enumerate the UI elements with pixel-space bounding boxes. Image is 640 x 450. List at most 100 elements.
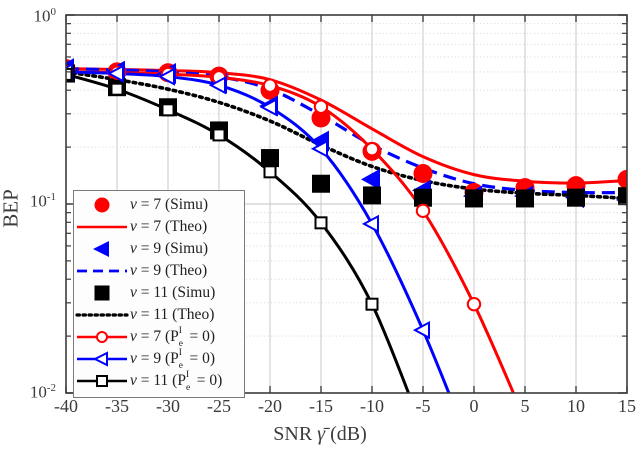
- y-tick-exponent: -2: [46, 382, 56, 394]
- legend-label-pre: = 7 (P: [136, 328, 179, 345]
- y-tick-1e0: 100: [10, 6, 57, 27]
- chart-legend[interactable]: ν = 7 (Simu) ν = 7 (Theo) ν = 9 (Simu) ν = …: [73, 190, 245, 398]
- legend-item-label: ν = 11 (Theo): [130, 306, 214, 324]
- legend-key-open-triangle-line: [77, 351, 127, 367]
- legend-key-solid-line: [77, 225, 127, 229]
- x-tick-label: 0: [469, 396, 479, 416]
- x-tick-label: 15: [618, 396, 636, 416]
- legend-open-square: [96, 375, 108, 387]
- legend-item-label: ν = 7 (Theo): [130, 218, 207, 236]
- legend-item-label: ν = 9 (Theo): [130, 262, 207, 280]
- legend-label-text: = 7 (Simu): [136, 196, 209, 213]
- legend-nu-symbol: ν: [130, 284, 137, 301]
- legend-nu-symbol: ν: [130, 218, 137, 235]
- legend-item-2[interactable]: ν = 9 (Simu): [74, 238, 244, 260]
- legend-item-0[interactable]: ν = 7 (Simu): [74, 194, 244, 216]
- data-curves: [66, 58, 627, 393]
- y-tick-mantissa: 10: [29, 191, 47, 211]
- x-axis-label: SNR γ̄ (dB): [0, 423, 640, 446]
- legend-key-filled-circle: [94, 197, 110, 213]
- marker-open-square: [212, 128, 226, 142]
- marker-filled-square: [363, 186, 381, 205]
- marker-open-square: [263, 165, 277, 179]
- marker-open-circle: [313, 99, 329, 114]
- legend-key-filled-square: [94, 285, 110, 301]
- legend-item-6[interactable]: ν = 7 (PXeI = 0): [74, 326, 244, 349]
- legend-key-container: [74, 348, 130, 370]
- x-tick-label: -30: [156, 396, 180, 416]
- legend-item-1[interactable]: ν = 7 (Theo): [74, 216, 244, 238]
- marker-open-left-triangle: [412, 320, 430, 340]
- legend-item-label: ν = 11 (PXeI = 0): [130, 370, 222, 393]
- x-tick-label: -5: [415, 396, 431, 416]
- y-tick-mantissa: 10: [33, 6, 51, 26]
- marker-open-left-triangle: [157, 67, 175, 86]
- legend-label-text: = 11 (Theo): [136, 306, 215, 323]
- legend-pe-subscript: e: [185, 383, 191, 393]
- series-markers-7: [66, 62, 430, 340]
- y-tick-1e-2: 10-2: [10, 382, 56, 403]
- x-tick-label: 5: [520, 396, 530, 416]
- y-tick-exponent: -1: [46, 191, 56, 203]
- x-tick-label: 10: [567, 396, 585, 416]
- legend-key-container: [74, 216, 130, 238]
- legend-key-left-triangle: [93, 241, 109, 257]
- legend-open-triangle: [92, 351, 108, 367]
- legend-key-dotted-line: [75, 313, 129, 317]
- legend-label-text: = 11 (Simu): [136, 284, 216, 301]
- marker-open-circle: [364, 141, 380, 157]
- legend-key-dashed-line: [77, 269, 127, 273]
- legend-pe-superscript: I: [178, 326, 182, 336]
- legend-filled-circle: [94, 197, 110, 213]
- marker-open-left-triangle: [106, 64, 124, 83]
- y-tick-mantissa: 10: [29, 382, 47, 402]
- legend-nu-symbol: ν: [130, 328, 137, 345]
- legend-pe-symbol: XeI: [185, 370, 193, 393]
- x-tick-label: -15: [309, 396, 333, 416]
- legend-filled-square: [94, 285, 110, 301]
- legend-label-pre: = 11 (P: [136, 372, 186, 389]
- legend-item-8[interactable]: ν = 11 (PXeI = 0): [74, 370, 244, 393]
- legend-nu-symbol: ν: [130, 306, 137, 323]
- marker-open-circle: [466, 297, 482, 312]
- x-tick-label: -40: [54, 396, 78, 416]
- legend-key-container: [74, 304, 130, 326]
- marker-open-square: [110, 82, 124, 96]
- marker-open-left-triangle: [259, 98, 277, 117]
- legend-label-post: = 0): [185, 328, 216, 345]
- legend-key-container: [74, 194, 130, 216]
- legend-nu-symbol: ν: [130, 372, 137, 389]
- legend-label-post: = 0): [185, 350, 216, 367]
- marker-open-square: [365, 297, 379, 311]
- marker-open-square: [314, 216, 328, 230]
- legend-pe-superscript: I: [185, 370, 190, 380]
- y-tick-exponent: 0: [50, 6, 57, 18]
- legend-item-7[interactable]: ν = 9 (PXeI = 0): [74, 348, 244, 371]
- x-axis-label-suffix: (dB): [325, 423, 367, 445]
- marker-filled-square: [312, 174, 330, 193]
- legend-item-4[interactable]: ν = 11 (Simu): [74, 282, 244, 304]
- legend-key-container: [74, 260, 130, 282]
- x-tick-label: -20: [258, 396, 282, 416]
- legend-item-3[interactable]: ν = 9 (Theo): [74, 260, 244, 282]
- axis-frame: [65, 14, 628, 394]
- marker-filled-square: [261, 149, 279, 168]
- marker-filled-square: [414, 188, 432, 207]
- legend-key-container: [74, 326, 130, 348]
- marker-open-circle: [262, 78, 278, 93]
- legend-item-5[interactable]: ν = 11 (Theo): [74, 304, 244, 326]
- marker-filled-square: [516, 189, 534, 208]
- legend-rows: ν = 7 (Simu) ν = 7 (Theo) ν = 9 (Simu) ν = …: [74, 194, 244, 393]
- legend-label-text: = 9 (Simu): [136, 240, 209, 257]
- marker-open-left-triangle: [208, 76, 226, 95]
- legend-pe-superscript: I: [178, 348, 182, 358]
- legend-label-text: = 9 (Theo): [136, 262, 208, 279]
- legend-key-container: [74, 282, 130, 304]
- legend-key-container: [74, 238, 130, 260]
- marker-open-square: [161, 103, 175, 117]
- marker-filled-square: [465, 189, 483, 208]
- legend-item-label: ν = 7 (Simu): [130, 196, 208, 214]
- marker-open-square: [66, 67, 73, 81]
- legend-pe-subscript: e: [178, 339, 184, 349]
